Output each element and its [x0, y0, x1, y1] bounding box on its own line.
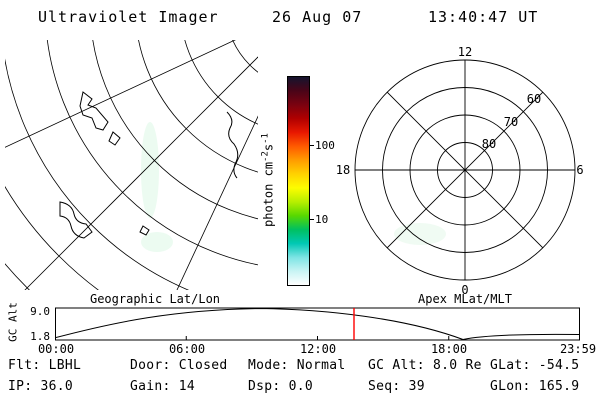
timeline-xtick-1: 06:00: [168, 342, 206, 356]
colorbar-label-prefix: photon cm: [261, 161, 276, 227]
aurora-emission: [141, 122, 173, 252]
mlat-label-80: 80: [482, 137, 496, 151]
mlt-label-12: 12: [458, 45, 472, 59]
mlt-label-0: 0: [461, 283, 468, 297]
colorbar-gradient: [287, 76, 310, 286]
polar-spokes: [355, 60, 575, 280]
colorbar-label-exp1: -2: [260, 151, 271, 162]
colorbar-label-mid: s: [261, 143, 276, 152]
geographic-map-panel: [5, 40, 258, 290]
colorbar-label: photon cm-2s-1: [261, 133, 276, 227]
colorbar-label-exp2: -1: [260, 133, 271, 144]
colorbar-tick-10: 10: [315, 213, 329, 226]
mlat-label-60: 60: [527, 92, 541, 106]
status-glat: GLat: -54.5: [490, 358, 580, 373]
map-caption: Geographic Lat/Lon: [89, 292, 221, 306]
aurora-emission-polar: [394, 223, 446, 245]
app-title: Ultraviolet Imager: [38, 8, 219, 26]
timeline-ticks: [185, 336, 450, 340]
status-door: Door: Closed: [130, 358, 228, 373]
status-dsp: Dsp: 0.0: [248, 379, 314, 394]
polar-caption: Apex MLat/MLT: [418, 292, 512, 306]
frame-date: 26 Aug 07: [272, 8, 363, 26]
orbit-curve: [55, 307, 580, 341]
timeline-xtick-2: 12:00: [299, 342, 337, 356]
mlat-label-70: 70: [504, 115, 518, 129]
status-seq: Seq: 39: [368, 379, 425, 394]
coastlines: [59, 91, 239, 239]
timeline-ytick-min: 1.8: [30, 330, 50, 343]
frame-time: 13:40:47 UT: [428, 8, 539, 26]
status-mode: Mode: Normal: [248, 358, 346, 373]
timeline-xtick-4: 23:59: [559, 342, 597, 356]
colorbar-tickmark-bottom: [309, 219, 314, 220]
polar-plot-panel: 12 0 6 18 60 70 80: [336, 45, 584, 297]
status-gain: Gain: 14: [130, 379, 196, 394]
map-grid: [5, 40, 258, 290]
status-glon: GLon: 165.9: [490, 379, 580, 394]
timeline-plot: [55, 307, 580, 341]
colorbar-tickmark-top: [309, 145, 314, 146]
timeline-xtick-0: 00:00: [37, 342, 75, 356]
status-flt: Flt: LBHL: [8, 358, 82, 373]
status-gcalt: GC Alt: 8.0 Re: [368, 358, 482, 373]
mlt-label-18: 18: [336, 163, 350, 177]
timeline-ylabel: GC Alt: [6, 302, 20, 342]
mlt-label-6: 6: [576, 163, 583, 177]
status-ip: IP: 36.0: [8, 379, 74, 394]
timeline-ytick-max: 9.0: [30, 305, 50, 318]
timeline-xtick-3: 18:00: [430, 342, 468, 356]
colorbar-tick-100: 100: [315, 139, 335, 152]
